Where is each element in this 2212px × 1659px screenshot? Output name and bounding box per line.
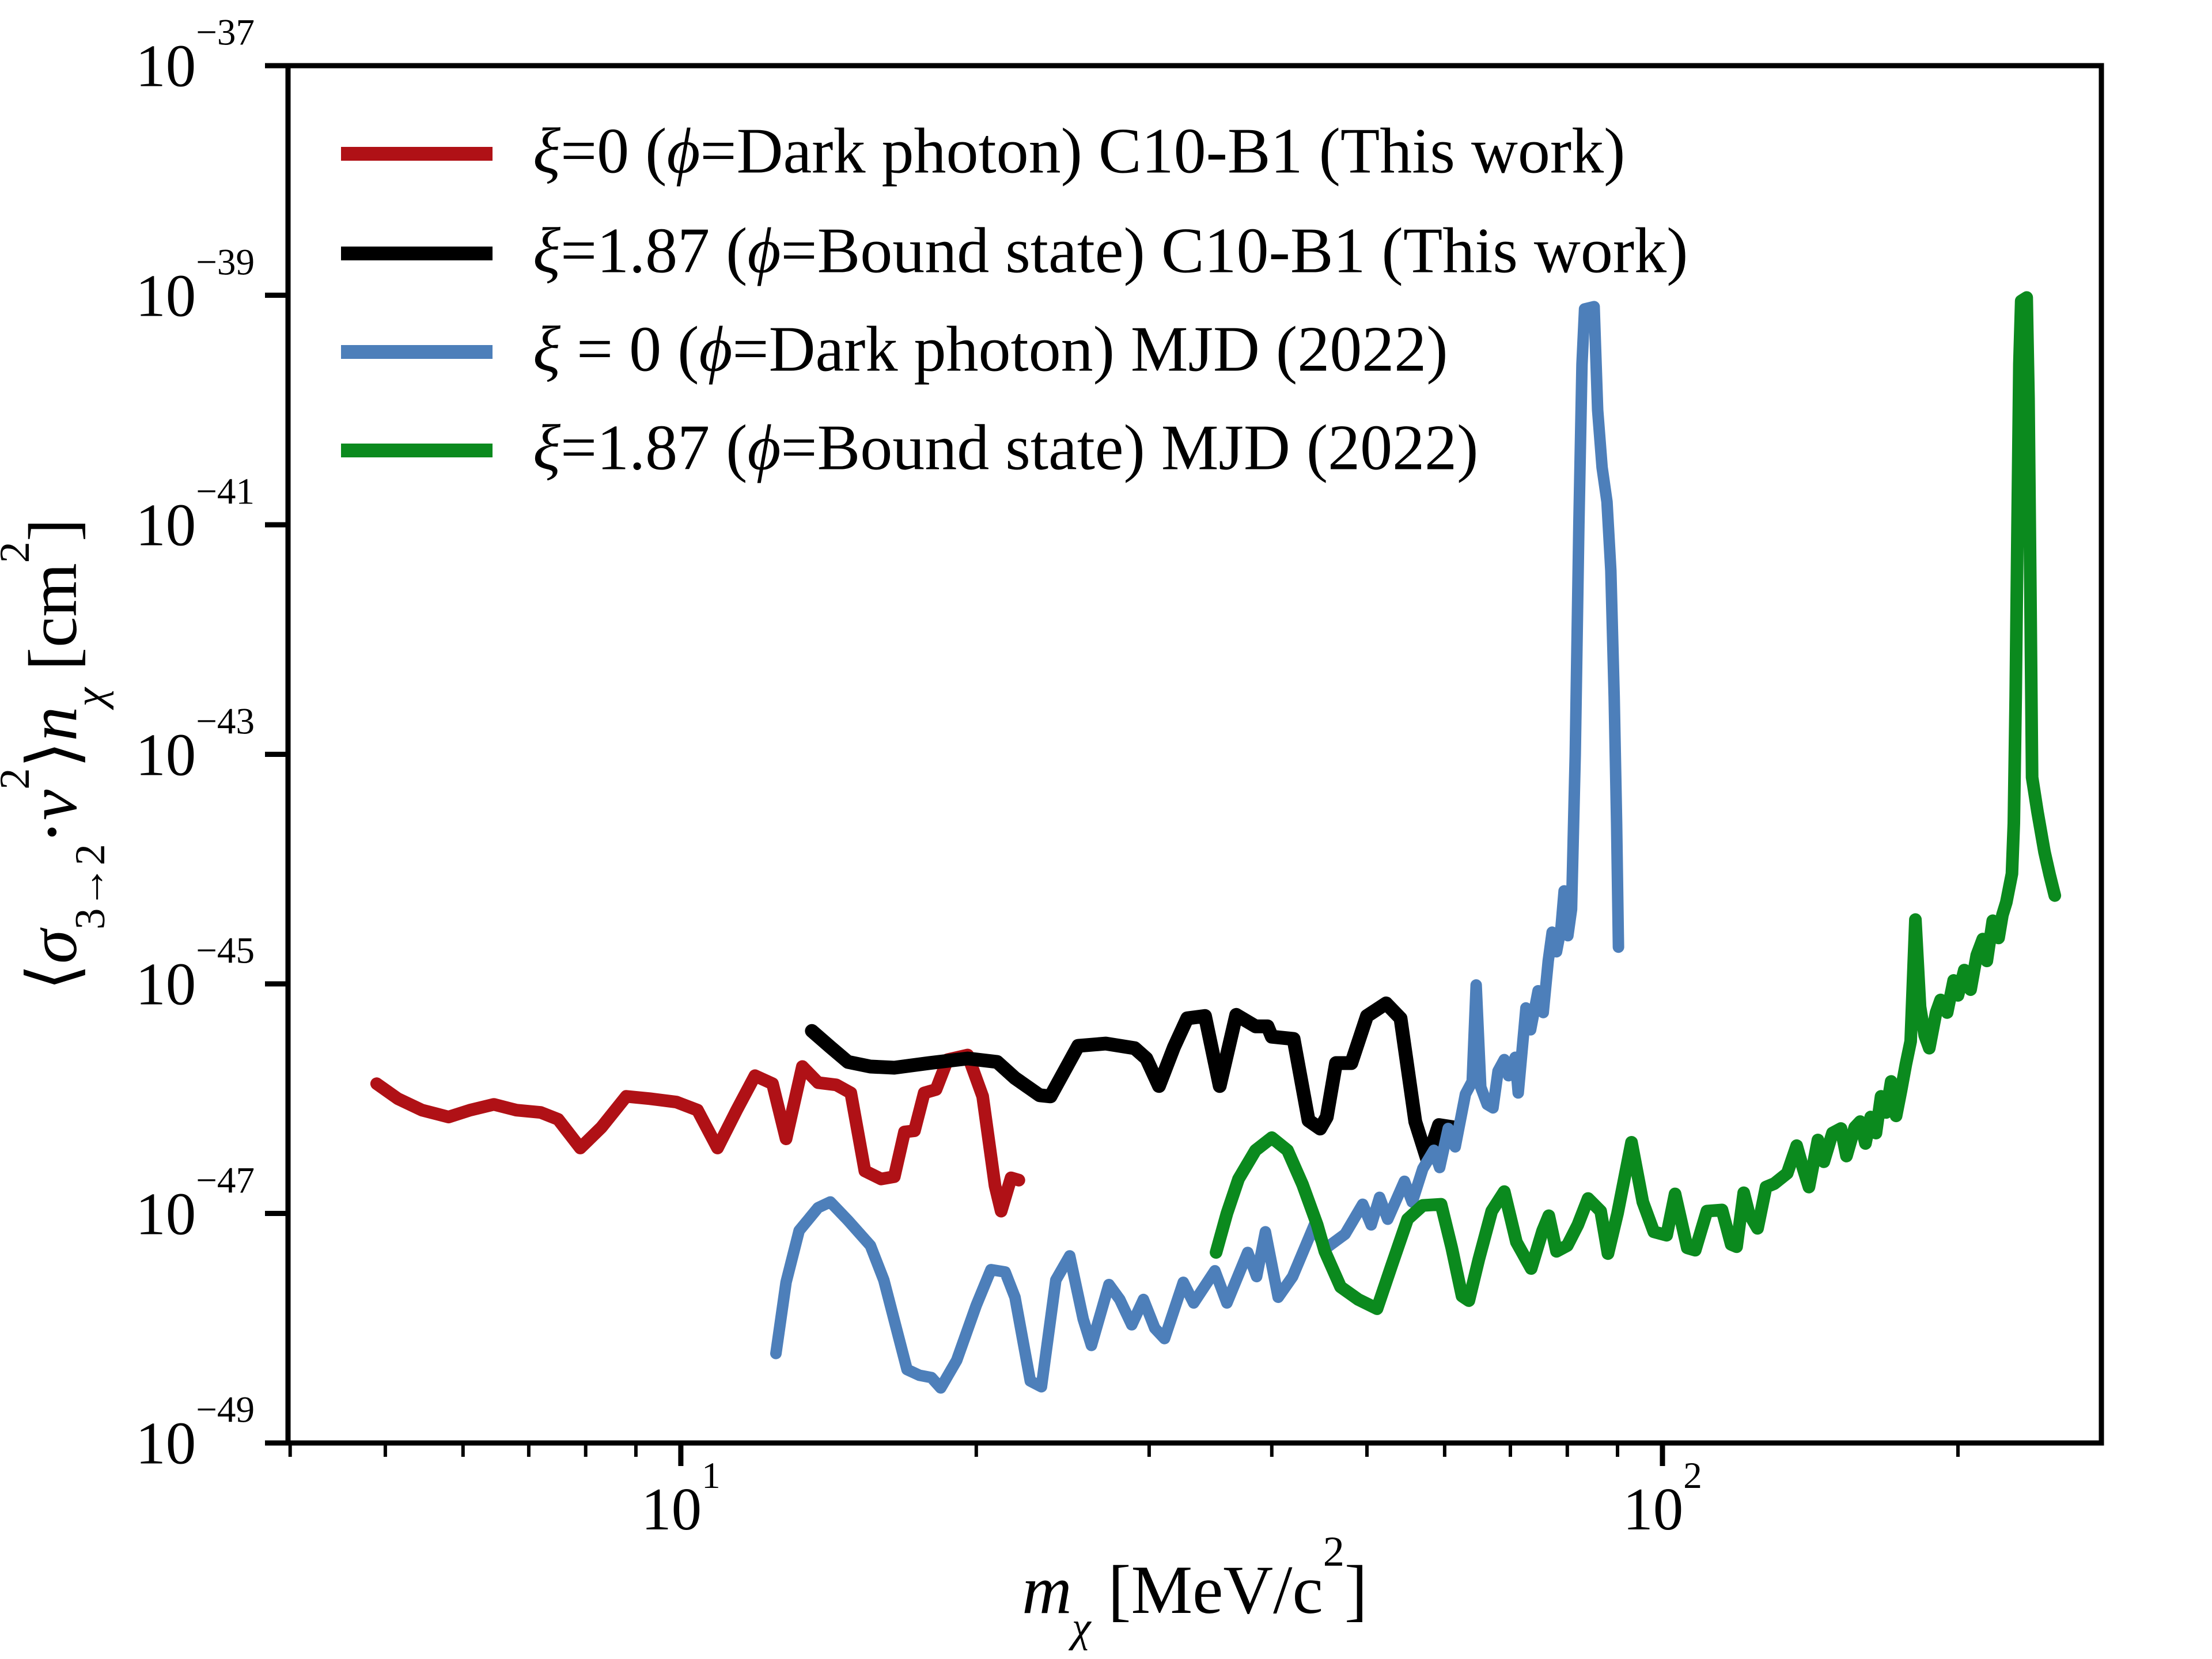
data-series-lines — [370, 291, 2062, 1394]
y-tick-label-0: 10−37 — [135, 12, 255, 100]
legend-swatch-xi187_mjd — [341, 444, 493, 457]
y-tick-label-4: 10−45 — [135, 930, 255, 1018]
y-tick-label-1: 10−39 — [135, 241, 255, 329]
legend-swatch-xi187_c10b1 — [341, 247, 493, 260]
x-tick-label-1: 102 — [1623, 1455, 1702, 1543]
series-line-xi0_c10b1 — [370, 1048, 1025, 1218]
x-tick-label-0: 101 — [641, 1455, 721, 1543]
x-axis-label: mχ [MeV/c2] — [1022, 1528, 1368, 1651]
y-axis-label: ⟨σ3→2⋅v2⟩nχ [cm2] — [0, 518, 114, 991]
legend-swatch-xi0_mjd — [341, 345, 493, 359]
series-line-xi187_mjd — [1210, 291, 2062, 1315]
legend-swatch-xi0_c10b1 — [341, 147, 493, 161]
legend-label-xi0_mjd: ξ = 0 (ϕ=Dark photon) MJD (2022) — [533, 313, 1448, 385]
series-line-xi187_c10b1 — [805, 996, 1461, 1166]
legend-label-xi187_mjd: ξ=1.87 (ϕ=Bound state) MJD (2022) — [533, 412, 1479, 484]
legend-label-xi187_c10b1: ξ=1.87 (ϕ=Bound state) C10-B1 (This work… — [533, 215, 1688, 287]
y-tick-label-6: 10−49 — [135, 1389, 255, 1477]
y-tick-label-5: 10−47 — [135, 1160, 255, 1247]
series-line-xi0_mjd — [770, 301, 1624, 1394]
axes-ticks — [265, 63, 1960, 1466]
y-tick-label-2: 10−41 — [135, 471, 255, 559]
legend-label-xi0_c10b1: ξ=0 (ϕ=Dark photon) C10-B1 (This work) — [533, 115, 1626, 187]
y-tick-label-3: 10−43 — [135, 700, 255, 788]
